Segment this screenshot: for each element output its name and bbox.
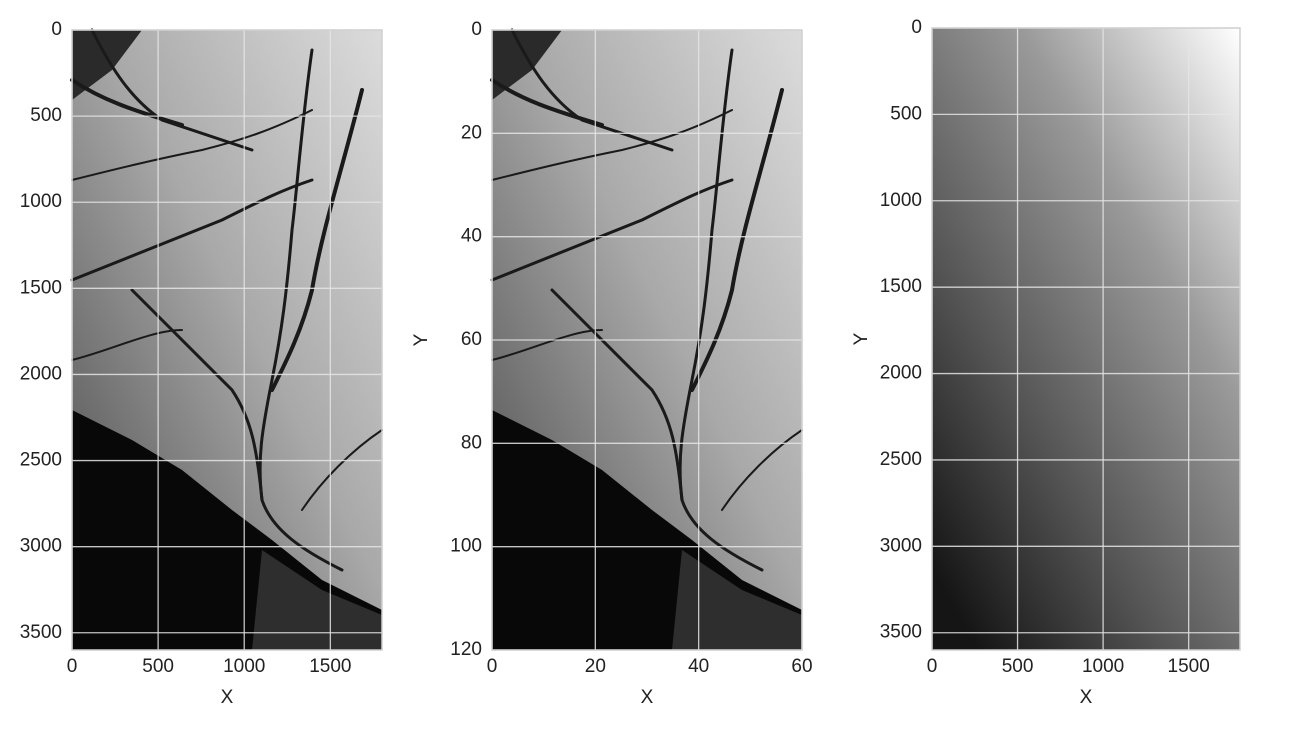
x-tick-label: 20 [585, 656, 606, 677]
y-tick-label: 3000 [20, 536, 62, 557]
y-tick-label: 1000 [880, 190, 922, 211]
y-tick-label: 20 [461, 122, 482, 143]
y-tick-label: 3500 [20, 622, 62, 643]
x-tick-label: 1500 [1168, 656, 1210, 677]
x-axis-label: X [221, 687, 234, 708]
y-tick-label: 3500 [880, 622, 922, 643]
x-axis-label: X [641, 687, 654, 708]
axes-frame [491, 29, 803, 651]
y-tick-label: 40 [461, 226, 482, 247]
y-tick-label: 500 [30, 105, 62, 126]
y-axis-label: Y [851, 332, 872, 345]
y-tick-label: 100 [450, 536, 482, 557]
y-tick-label: 60 [461, 329, 482, 350]
terrain-image [70, 28, 384, 652]
x-tick-label: 0 [927, 656, 938, 677]
x-tick-label: 1500 [309, 656, 351, 677]
y-tick-label: 1500 [880, 276, 922, 297]
x-tick-label: 500 [142, 656, 174, 677]
x-tick-label: 60 [791, 656, 812, 677]
y-tick-label: 0 [51, 19, 62, 40]
y-tick-label: 2500 [20, 450, 62, 471]
y-tick-label: 1500 [20, 277, 62, 298]
x-tick-label: 0 [487, 656, 498, 677]
gradient-image [932, 28, 1240, 650]
y-tick-label: 1000 [20, 191, 62, 212]
y-tick-label: 3000 [880, 535, 922, 556]
x-tick-label: 0 [67, 656, 78, 677]
x-axis-label: X [1080, 687, 1093, 708]
axes-frame [71, 29, 383, 651]
x-tick-label: 40 [688, 656, 709, 677]
y-axis-label: Y [411, 333, 432, 346]
axes-frame [931, 27, 1241, 651]
y-tick-label: 2000 [20, 363, 62, 384]
y-tick-label: 80 [461, 432, 482, 453]
y-tick-label: 500 [890, 103, 922, 124]
x-tick-label: 500 [1002, 656, 1034, 677]
y-tick-label: 0 [471, 19, 482, 40]
y-tick-label: 2000 [880, 363, 922, 384]
y-tick-label: 2500 [880, 449, 922, 470]
y-tick-label: 0 [911, 17, 922, 38]
y-tick-label: 120 [450, 639, 482, 660]
x-tick-label: 1000 [223, 656, 265, 677]
x-tick-label: 1000 [1082, 656, 1124, 677]
